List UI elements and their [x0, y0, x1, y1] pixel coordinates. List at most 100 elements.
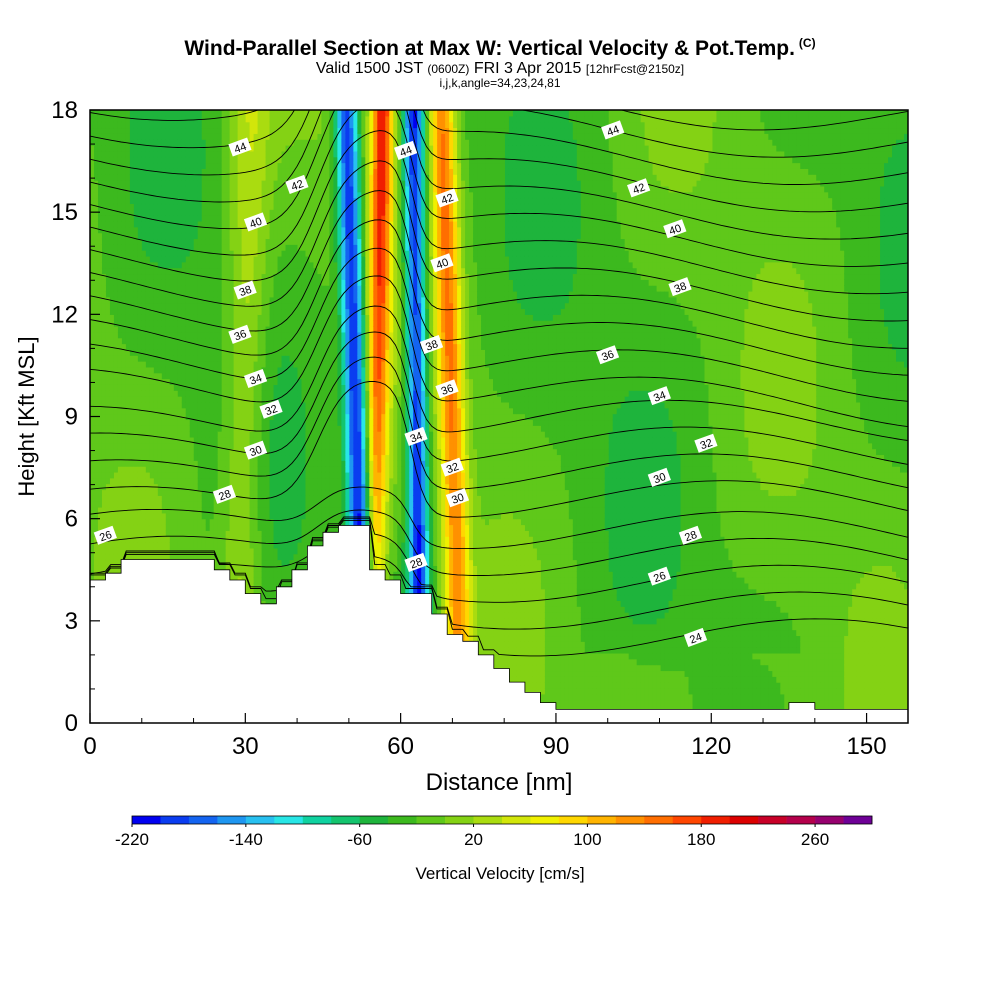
field-cell [137, 226, 143, 234]
field-cell [201, 285, 207, 292]
field-cell [137, 174, 143, 181]
field-cell [217, 115, 223, 123]
field-cell [237, 524, 243, 531]
field-cell [249, 489, 255, 496]
field-cell [205, 337, 211, 345]
field-cell [90, 320, 95, 327]
field-cell [181, 115, 187, 123]
field-cell [213, 238, 219, 245]
field-cell [109, 296, 115, 304]
field-cell [93, 372, 99, 380]
field-cell [113, 261, 119, 269]
field-cell [90, 226, 95, 234]
field-cell [273, 337, 279, 345]
field-cell [137, 314, 143, 321]
field-cell [105, 542, 111, 549]
field-cell [233, 466, 239, 473]
field-cell [261, 250, 267, 257]
field-cell [105, 489, 111, 496]
field-cell [117, 180, 123, 187]
field-cell [229, 390, 235, 397]
field-cell [193, 372, 199, 380]
field-cell [137, 191, 143, 199]
field-cell [253, 267, 259, 275]
field-cell [217, 471, 223, 479]
field-cell [213, 290, 219, 298]
field-cell [113, 250, 119, 257]
field-cell [117, 460, 123, 467]
field-cell [157, 139, 163, 146]
field-cell [125, 413, 131, 421]
field-cell [165, 431, 171, 438]
field-cell [117, 343, 123, 350]
field-cell [145, 442, 151, 450]
field-cell [209, 127, 215, 134]
field-cell [145, 115, 151, 123]
field-cell [169, 320, 175, 327]
field-cell [93, 220, 99, 228]
field-cell [97, 547, 103, 555]
field-cell [101, 326, 107, 333]
field-cell [197, 343, 203, 350]
field-cell [249, 483, 255, 491]
field-cell [157, 466, 163, 473]
field-cell [217, 308, 223, 315]
field-cell [117, 419, 123, 426]
field-cell [205, 442, 211, 450]
field-cell [101, 209, 107, 216]
field-cell [253, 431, 259, 438]
field-cell [201, 471, 207, 479]
field-cell [149, 273, 155, 280]
field-cell [121, 285, 127, 292]
field-cell [217, 425, 223, 432]
field-cell [201, 203, 207, 210]
field-cell [161, 448, 167, 456]
field-cell [193, 232, 199, 240]
field-cell [265, 226, 271, 234]
field-cell [145, 232, 151, 240]
field-cell [241, 174, 247, 181]
field-cell [201, 419, 207, 426]
field-cell [221, 285, 227, 292]
field-cell [273, 232, 279, 240]
field-cell [101, 150, 107, 158]
field-cell [261, 594, 267, 601]
field-cell [225, 267, 231, 275]
field-cell [237, 296, 243, 304]
field-cell [185, 314, 191, 321]
field-cell [273, 145, 279, 152]
field-cell [257, 553, 263, 561]
field-cell [201, 197, 207, 205]
field-cell [93, 442, 99, 450]
field-cell [157, 296, 163, 304]
field-cell [241, 203, 247, 210]
field-cell [177, 460, 183, 467]
field-cell [129, 378, 135, 385]
field-cell [249, 542, 255, 549]
field-cell [237, 378, 243, 385]
field-cell [265, 471, 271, 479]
field-cell [265, 133, 271, 140]
field-cell [241, 180, 247, 187]
field-cell [137, 156, 143, 164]
field-cell [133, 407, 139, 415]
field-cell [101, 226, 107, 234]
field-cell [117, 547, 123, 555]
field-cell [233, 215, 239, 222]
field-cell [129, 115, 135, 123]
field-cell [161, 343, 167, 350]
field-cell [229, 203, 235, 210]
field-cell [113, 477, 119, 485]
field-cell [197, 506, 203, 514]
field-cell [181, 215, 187, 222]
field-cell [185, 115, 191, 123]
field-cell [185, 127, 191, 134]
field-cell [169, 396, 175, 403]
field-cell [133, 436, 139, 444]
field-cell [265, 174, 271, 181]
field-cell [129, 343, 135, 350]
field-cell [105, 156, 111, 164]
field-cell [141, 267, 147, 275]
field-cell [213, 501, 219, 508]
field-cell [141, 343, 147, 350]
